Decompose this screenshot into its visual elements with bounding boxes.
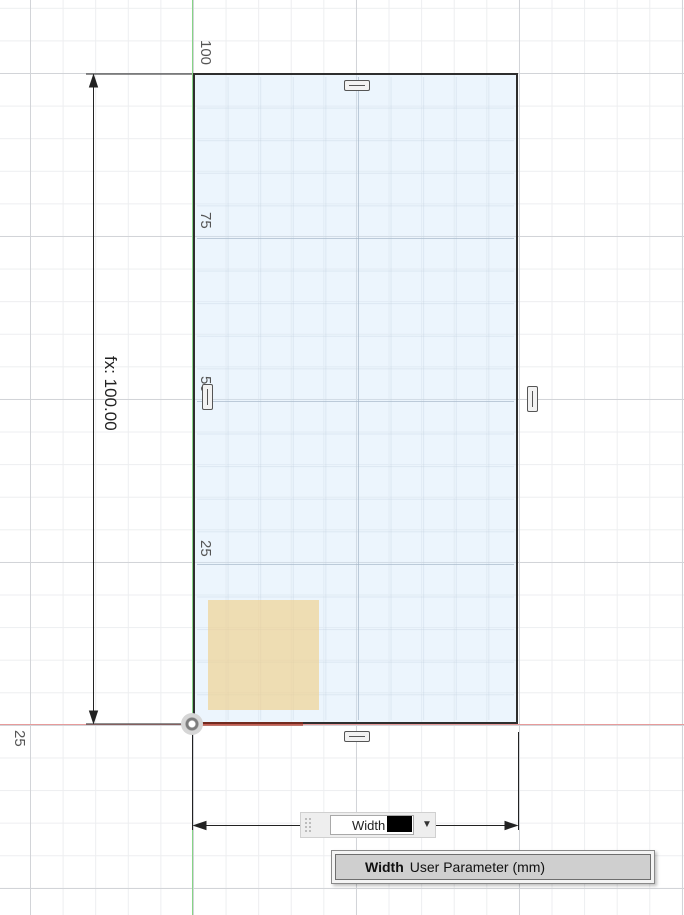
- parameter-name: Width: [365, 859, 404, 875]
- parameter-suggestion-item[interactable]: Width User Parameter (mm): [335, 854, 651, 880]
- chevron-down-icon[interactable]: ▼: [422, 819, 432, 830]
- profile-highlight: [208, 600, 319, 710]
- horizontal-constraint-icon[interactable]: [344, 731, 370, 742]
- text-cursor-block: [387, 816, 412, 832]
- vertical-constraint-icon[interactable]: [202, 384, 213, 410]
- parameter-suggestion-list: Width User Parameter (mm): [331, 850, 655, 884]
- grip-handle-icon[interactable]: [304, 817, 312, 833]
- width-extension-right: [518, 732, 519, 830]
- horizontal-constraint-icon[interactable]: [344, 80, 370, 91]
- height-dimension-value[interactable]: fx: 100.00: [101, 356, 120, 431]
- dimension-input-box: Width ▼: [300, 812, 436, 838]
- x-axis: [0, 724, 684, 725]
- selected-edge: [193, 722, 303, 726]
- parameter-description: User Parameter (mm): [409, 859, 546, 875]
- y-axis: [192, 0, 193, 915]
- vertical-constraint-icon[interactable]: [527, 386, 538, 412]
- width-extension-left: [192, 732, 193, 830]
- origin-point[interactable]: [181, 713, 203, 735]
